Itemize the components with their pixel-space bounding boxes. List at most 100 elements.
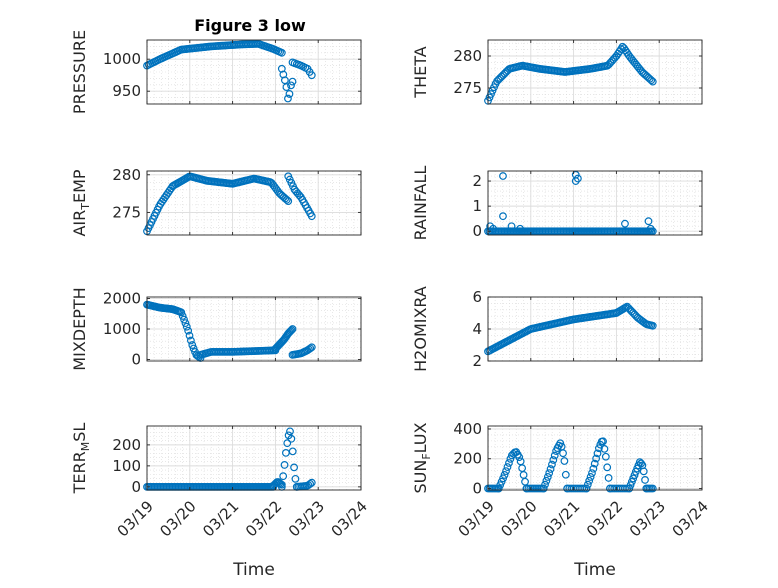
x-tick-label: 03/23 — [285, 497, 328, 540]
data-point — [184, 326, 193, 335]
y-axis-label: MIXDEPTH — [70, 287, 89, 370]
y-tick-label: 2 — [472, 352, 482, 370]
data-point — [279, 472, 288, 481]
data-point — [627, 477, 636, 486]
data-point — [586, 473, 595, 481]
data-point — [589, 464, 598, 473]
data-point — [188, 341, 197, 349]
x-tick-label: 03/21 — [199, 497, 242, 540]
subplot-7: 0 100 200 TERRMSL 03/19 03/20 03/21 03/22 03/23 0… — [70, 423, 371, 580]
data-point — [499, 212, 507, 221]
data-point — [541, 480, 549, 489]
subplot-6: 2 4 6 H2OMIXRA — [411, 286, 703, 372]
data-point — [288, 325, 297, 333]
data-point — [599, 437, 607, 446]
x-tick-label: 03/19 — [455, 497, 498, 540]
data-point — [583, 480, 592, 489]
x-tick-label: 03/23 — [626, 497, 669, 540]
y-tick-label: 0 — [472, 480, 482, 498]
data-point — [542, 476, 551, 485]
data-point — [590, 459, 599, 468]
data-point — [288, 447, 297, 456]
data-point — [582, 484, 591, 493]
subplot-5: 0 1000 2000 MIXDEPTH — [70, 287, 362, 371]
data-point — [290, 463, 298, 472]
subplot-8: 0 200 400 SUNFLUX 03/19 03/20 03/21 03/22 03/23 0… — [411, 420, 712, 580]
y-tick-label: 100 — [112, 457, 141, 475]
x-tick-label: 03/22 — [242, 497, 285, 540]
data-point — [548, 460, 556, 469]
data-point — [601, 452, 610, 461]
data-point — [515, 453, 524, 462]
y-axis-label: SUNFLUX — [411, 422, 433, 493]
data-point — [288, 77, 297, 86]
data-point — [499, 172, 507, 180]
y-tick-label: 1 — [472, 197, 482, 215]
data-point — [186, 336, 195, 345]
subplot-2: 275 280 THETA — [411, 39, 703, 105]
y-tick-label: 0 — [131, 478, 141, 496]
x-tick-label: 03/21 — [540, 497, 583, 540]
axes-background — [488, 171, 702, 235]
data-point — [644, 217, 653, 226]
data-point — [592, 454, 601, 463]
y-tick-label: 275 — [453, 79, 482, 97]
y-axis-label: AIRTEMP — [70, 169, 92, 236]
data-point — [189, 344, 198, 353]
data-point — [639, 467, 648, 476]
y-tick-label: 950 — [112, 82, 141, 100]
x-tick-label: 03/24 — [328, 497, 371, 540]
y-axis-label: RAINFALL — [411, 166, 430, 241]
x-tick-label: 03/24 — [669, 497, 712, 540]
y-tick-label: 2 — [472, 172, 482, 190]
y-tick-label: 200 — [453, 450, 482, 468]
y-tick-label: 2000 — [103, 290, 141, 308]
data-point — [648, 77, 657, 86]
data-point — [181, 319, 190, 328]
data-point — [648, 321, 657, 330]
data-point — [291, 474, 300, 483]
y-tick-label: 280 — [453, 47, 482, 65]
data-point — [549, 456, 558, 464]
data-point — [648, 227, 657, 236]
data-point — [177, 308, 186, 317]
data-point — [285, 90, 294, 98]
data-point — [588, 469, 596, 478]
data-point — [306, 479, 315, 488]
data-point — [307, 212, 316, 221]
data-point — [500, 471, 509, 479]
data-point — [543, 473, 552, 481]
data-point — [550, 451, 559, 460]
data-point — [280, 461, 289, 469]
axes-box — [487, 425, 703, 491]
y-tick-label: 0 — [472, 222, 482, 240]
x-tick-label: 03/20 — [156, 497, 199, 540]
data-point — [621, 484, 629, 493]
data-point — [489, 224, 498, 233]
data-point — [604, 474, 613, 482]
axes-background — [488, 426, 702, 490]
data-point — [585, 476, 594, 485]
y-tick-label: 280 — [112, 166, 141, 184]
data-point — [646, 224, 655, 233]
data-point — [283, 439, 292, 448]
y-tick-label: 0 — [131, 350, 141, 368]
data-point — [545, 469, 554, 478]
data-point — [178, 312, 187, 320]
data-point — [286, 427, 294, 436]
data-point — [600, 444, 609, 453]
data-point — [626, 481, 635, 490]
y-tick-label: 1000 — [103, 320, 141, 338]
data-point — [647, 76, 656, 85]
data-point — [637, 459, 645, 468]
y-tick-label: 1000 — [103, 50, 141, 68]
data-point — [284, 94, 292, 103]
data-point — [287, 326, 296, 334]
data-point — [502, 467, 510, 476]
y-tick-label: 400 — [453, 420, 482, 438]
axes-box — [146, 170, 362, 236]
data-point — [559, 449, 567, 458]
data-point — [185, 331, 194, 340]
y-axis-label: PRESSURE — [70, 30, 89, 114]
